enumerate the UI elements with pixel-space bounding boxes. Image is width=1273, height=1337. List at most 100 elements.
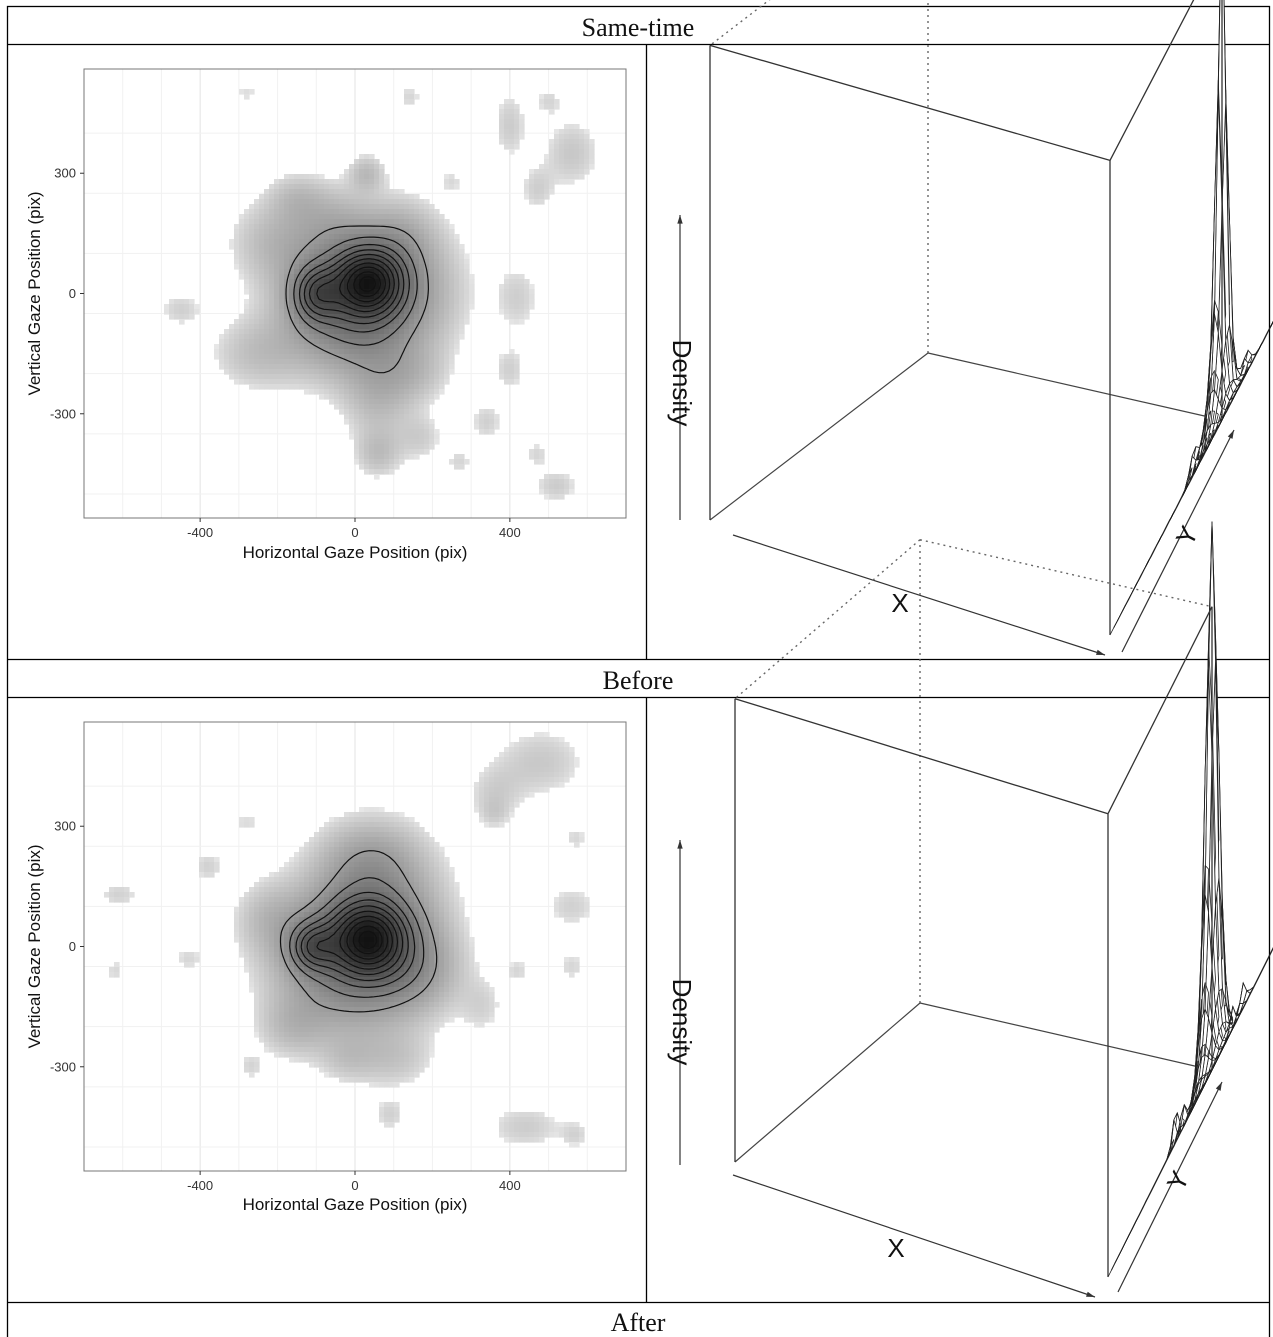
density-cell: [259, 324, 265, 330]
density-cell: [399, 409, 405, 415]
density-cell: [454, 957, 460, 963]
density-cell: [229, 344, 235, 350]
density-cell: [399, 379, 405, 385]
density-cell: [489, 424, 495, 430]
density-cell: [504, 792, 510, 798]
density-cell: [254, 254, 260, 260]
density-cell: [419, 847, 425, 853]
density-cell: [484, 792, 490, 798]
density-cell: [409, 299, 415, 305]
density-cell: [369, 449, 375, 455]
density-cell: [329, 907, 335, 913]
density-cell: [504, 762, 510, 768]
density-cell: [284, 369, 290, 375]
density-cell: [449, 329, 455, 335]
density-cell: [379, 214, 385, 220]
density-cell: [519, 289, 525, 295]
density-cell: [384, 354, 390, 360]
density-cell: [379, 204, 385, 210]
density-cell: [319, 289, 325, 295]
density-cell: [389, 244, 395, 250]
density-cell: [334, 224, 340, 230]
density-cell: [114, 897, 120, 903]
density-cell: [389, 892, 395, 898]
density-cell: [294, 199, 300, 205]
density-cell: [279, 867, 285, 873]
density-cell: [404, 299, 410, 305]
density-cell: [434, 867, 440, 873]
density-cell: [269, 204, 275, 210]
density-cell: [229, 359, 235, 365]
density-cell: [374, 922, 380, 928]
density-cell: [564, 957, 570, 963]
density-cell: [424, 922, 430, 928]
density-cell: [329, 249, 335, 255]
density-cell: [384, 199, 390, 205]
density-cell: [324, 872, 330, 878]
density-cell: [389, 274, 395, 280]
density-cell: [374, 892, 380, 898]
density-cell: [539, 737, 545, 743]
density-cell: [279, 872, 285, 878]
density-cell: [409, 319, 415, 325]
density-cell: [504, 812, 510, 818]
density-cell: [499, 767, 505, 773]
density-cell: [379, 219, 385, 225]
density-cell: [349, 344, 355, 350]
density-cell: [404, 907, 410, 913]
density-cell: [439, 852, 445, 858]
density-cell: [349, 897, 355, 903]
density-cell: [539, 174, 545, 180]
density-cell: [359, 887, 365, 893]
density-cell: [374, 459, 380, 465]
density-cell: [454, 319, 460, 325]
density-cell: [244, 309, 250, 315]
density-cell: [454, 334, 460, 340]
density-cell: [239, 219, 245, 225]
density-cell: [254, 369, 260, 375]
density-cell: [349, 309, 355, 315]
density-cell: [584, 159, 590, 165]
density-cell: [409, 264, 415, 270]
density-cell: [259, 942, 265, 948]
density-cell: [319, 887, 325, 893]
density-cell: [404, 867, 410, 873]
density-cell: [529, 194, 535, 200]
density-cell: [349, 842, 355, 848]
density-cell: [399, 349, 405, 355]
density-cell: [564, 917, 570, 923]
density-cell: [564, 159, 570, 165]
density-cell: [334, 234, 340, 240]
density-cell: [374, 399, 380, 405]
density-cell: [249, 209, 255, 215]
density-cell: [454, 922, 460, 928]
density-cell: [389, 827, 395, 833]
density-cell: [449, 952, 455, 958]
density-cell: [434, 264, 440, 270]
density-cell: [504, 274, 510, 280]
density-cell: [499, 369, 505, 375]
density-cell: [309, 837, 315, 843]
density-cell: [259, 264, 265, 270]
density-cell: [559, 912, 565, 918]
density-cell: [539, 199, 545, 205]
density-cell: [239, 359, 245, 365]
density-cell: [274, 264, 280, 270]
density-cell: [239, 329, 245, 335]
density-cell: [564, 752, 570, 758]
density-cell: [434, 344, 440, 350]
density-cell: [399, 439, 405, 445]
density-cell: [454, 239, 460, 245]
density-cell: [404, 842, 410, 848]
density-cell: [554, 164, 560, 170]
density-cell: [444, 922, 450, 928]
density-cell: [374, 214, 380, 220]
density-cell: [344, 174, 350, 180]
density-cell: [239, 817, 245, 823]
density-cell: [374, 932, 380, 938]
density-cell: [464, 304, 470, 310]
density-cell: [334, 867, 340, 873]
density-cell: [459, 942, 465, 948]
density-cell: [259, 314, 265, 320]
density-cell: [289, 359, 295, 365]
